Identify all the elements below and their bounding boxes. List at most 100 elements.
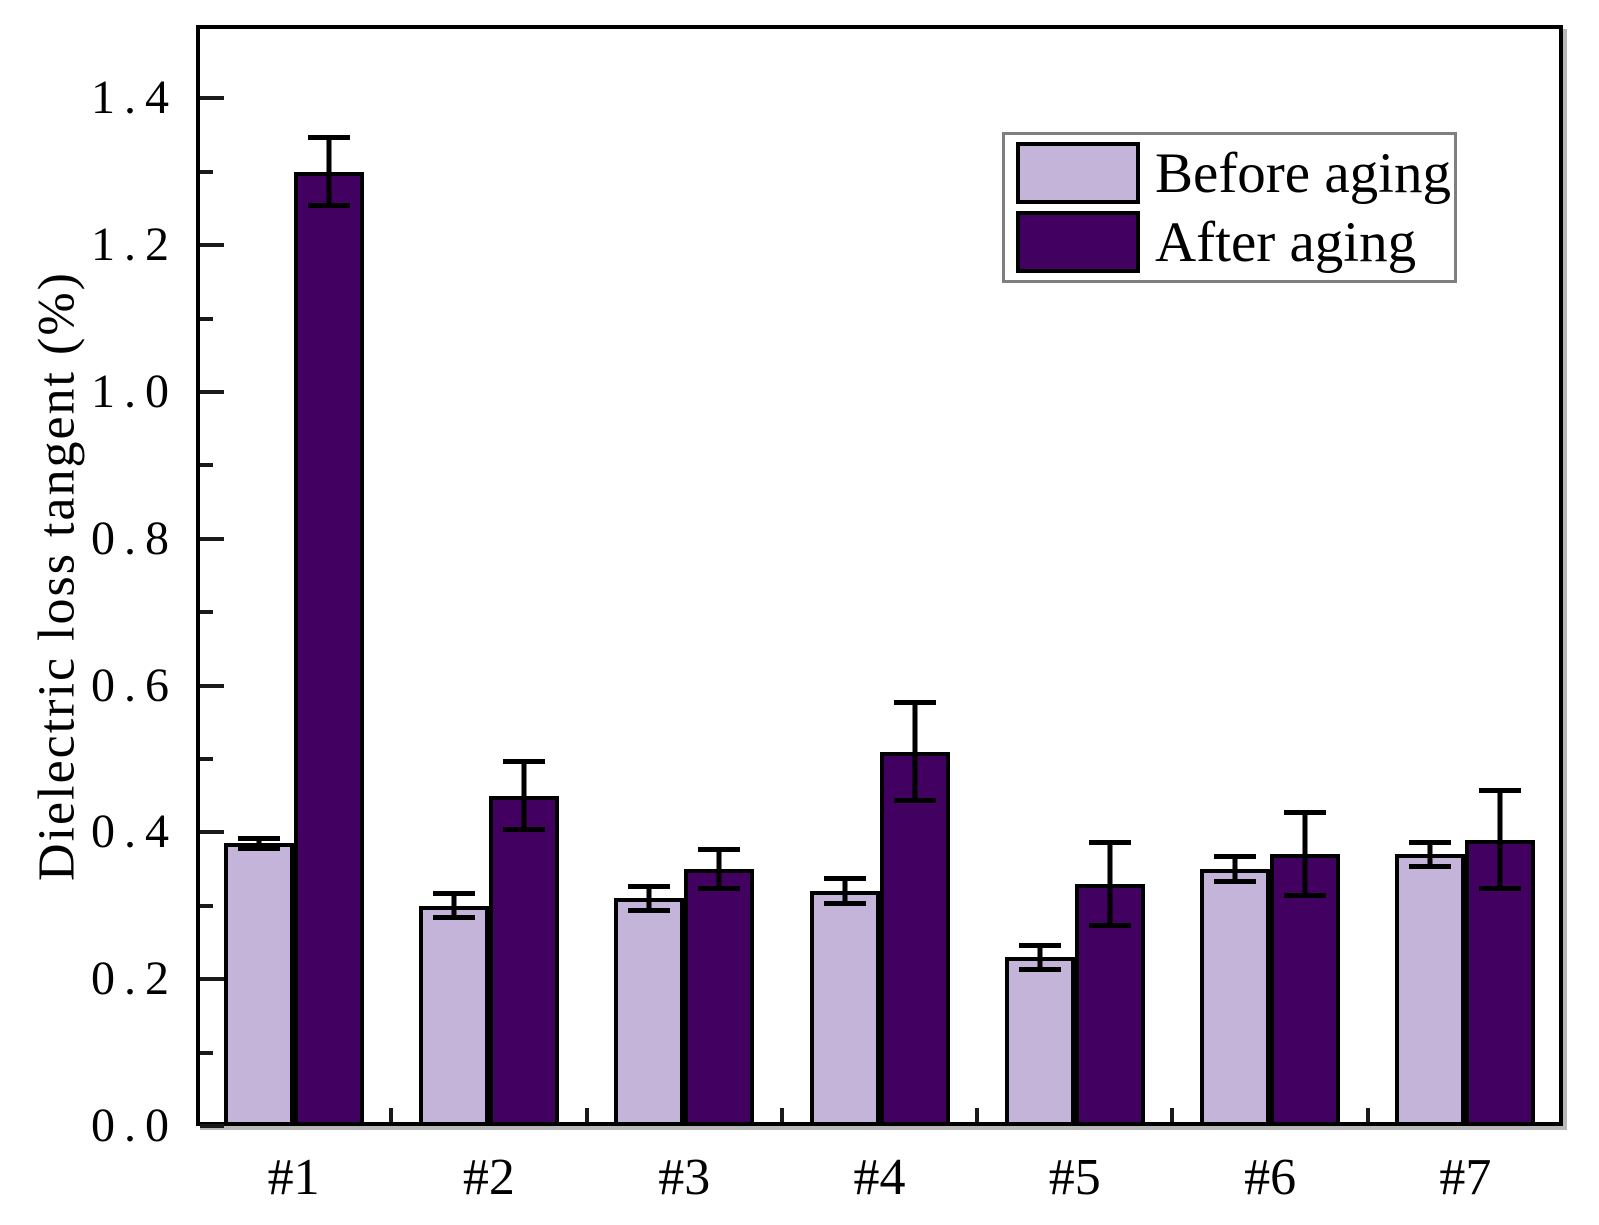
y-axis-major-tick [200, 243, 224, 248]
error-bar [698, 847, 741, 892]
y-tick-label: 0.0 [91, 1099, 178, 1152]
error-bar-cap-top [1088, 839, 1131, 845]
error-bar-line [1427, 839, 1433, 870]
y-axis-major-tick [200, 683, 224, 688]
y-axis-minor-tick [200, 757, 213, 761]
bar-before-aging [1200, 869, 1271, 1126]
y-axis-major-tick [200, 830, 224, 835]
y-axis-major-tick [200, 1124, 224, 1128]
y-axis-minor-tick [200, 903, 213, 908]
error-bar-cap-bottom [698, 886, 741, 892]
x-axis-minor-tick [389, 1108, 394, 1122]
bar-after-aging [684, 869, 755, 1126]
error-bar-line [256, 836, 262, 851]
error-bar-cap-top [1214, 854, 1257, 860]
error-bar-line [1232, 854, 1238, 884]
x-axis-minor-tick [975, 1108, 980, 1122]
error-bar-cap-top [1018, 942, 1061, 948]
error-bar-cap-top [823, 876, 866, 882]
error-bar-line [842, 876, 847, 906]
error-bar-cap-bottom [307, 203, 350, 209]
error-bar-cap-top [1479, 788, 1522, 794]
error-bar [1018, 942, 1061, 972]
y-axis-major-tick [200, 536, 224, 541]
bar-before-aging [809, 891, 880, 1126]
error-bar-line [1497, 788, 1503, 892]
y-tick-label: 0.8 [91, 511, 178, 565]
x-category-label: #5 [1048, 1149, 1101, 1206]
error-bar-line [912, 700, 917, 804]
y-tick-label: 0.2 [91, 952, 178, 1006]
bar-before-aging [418, 905, 489, 1126]
legend: Before aging After aging [1002, 132, 1457, 283]
error-bar-cap-bottom [1214, 878, 1257, 884]
x-category-label: #6 [1244, 1149, 1297, 1206]
error-bar [502, 759, 545, 833]
bar-before-aging [1395, 854, 1466, 1126]
error-bar-line [1302, 810, 1308, 899]
bar-before-aging [1004, 957, 1075, 1126]
legend-swatch-before-aging [1016, 142, 1140, 204]
y-tick-label: 1.4 [91, 71, 178, 125]
y-tick-label: 0.6 [91, 658, 178, 712]
x-axis-minor-tick [1170, 1108, 1175, 1122]
error-bar-line [716, 847, 722, 892]
error-bar-cap-top [432, 891, 475, 897]
legend-label: After aging [1155, 210, 1417, 274]
error-bar-cap-bottom [1409, 864, 1452, 870]
y-tick-label: 1.2 [91, 218, 178, 272]
x-category-label: #4 [853, 1149, 906, 1206]
error-bar [432, 891, 475, 921]
error-bar-cap-bottom [1284, 893, 1327, 899]
error-bar-cap-bottom [237, 845, 280, 851]
error-bar-line [1037, 942, 1043, 972]
bar-after-aging [879, 751, 950, 1126]
legend-item: After aging [1016, 210, 1454, 274]
error-bar [1088, 839, 1131, 928]
y-axis-minor-tick [200, 1050, 213, 1055]
error-bar-cap-top [698, 847, 741, 853]
x-axis-minor-tick [584, 1108, 589, 1122]
error-bar [1409, 839, 1452, 870]
error-bar [1214, 854, 1257, 884]
y-axis-major-tick [200, 390, 224, 394]
error-bar-cap-top [502, 759, 545, 764]
bar-before-aging [223, 843, 294, 1126]
y-axis-minor-tick [200, 610, 213, 615]
y-axis-minor-tick [200, 169, 213, 174]
error-bar-line [326, 135, 332, 209]
error-bar-cap-bottom [432, 915, 475, 921]
x-category-label: #3 [658, 1149, 711, 1206]
legend-swatch-after-aging [1016, 211, 1140, 273]
y-axis-minor-tick [200, 463, 213, 468]
x-axis-minor-tick [779, 1108, 784, 1122]
bar-before-aging [614, 898, 685, 1126]
bar-after-aging [488, 795, 559, 1126]
error-bar [893, 700, 936, 804]
error-bar-cap-bottom [893, 798, 936, 804]
error-bar-cap-bottom [823, 900, 866, 906]
error-bar [1479, 788, 1522, 892]
x-category-label: #1 [267, 1149, 320, 1206]
error-bar [1284, 810, 1327, 899]
error-bar-cap-top [628, 883, 671, 889]
error-bar-cap-top [1409, 839, 1452, 845]
y-axis-major-tick [200, 96, 224, 101]
y-axis-minor-tick [200, 316, 213, 321]
error-bar-cap-bottom [1479, 886, 1522, 892]
error-bar [823, 876, 866, 906]
error-bar-line [646, 883, 652, 914]
y-tick-label: 0.4 [91, 805, 178, 859]
error-bar-cap-bottom [1088, 922, 1131, 928]
x-category-label: #7 [1439, 1149, 1492, 1206]
bar-after-aging [1270, 854, 1341, 1126]
y-tick-label: 1.0 [91, 365, 178, 418]
error-bar-cap-bottom [502, 827, 545, 833]
bar-after-aging [293, 171, 364, 1126]
error-bar-cap-top [237, 836, 280, 842]
legend-item: Before aging [1016, 141, 1454, 205]
x-axis-minor-tick [1365, 1108, 1370, 1122]
error-bar-cap-top [1284, 810, 1327, 816]
error-bar-line [521, 759, 527, 833]
error-bar-line [451, 891, 457, 921]
